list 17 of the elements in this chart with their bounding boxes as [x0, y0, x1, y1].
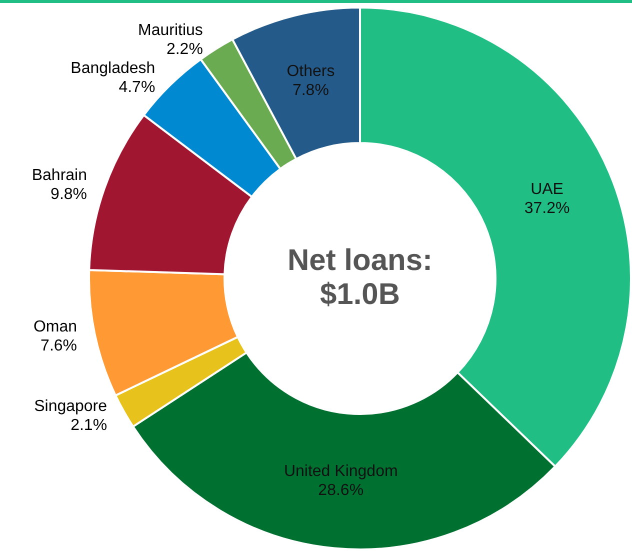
slice-label: Singapore — [34, 398, 108, 416]
data-label: 7.6% — [40, 337, 78, 354]
slice-label: United Kingdom — [284, 462, 398, 480]
slice-label: Bahrain — [32, 166, 88, 184]
data-label: 2.2% — [166, 41, 203, 58]
slice-label: Others — [286, 63, 335, 80]
data-label: 7.8% — [292, 82, 329, 100]
text: Net loans: $1.0B — [287, 244, 433, 311]
data-label: 9.8% — [50, 186, 88, 203]
data-label: 2.1% — [70, 417, 108, 434]
slice-label: Mauritius — [138, 22, 203, 40]
data-label: 4.7% — [118, 78, 156, 96]
data-label: 28.6% — [318, 482, 364, 499]
slice-label: Oman — [33, 318, 78, 336]
data-label: 37.2% — [524, 200, 570, 217]
slice-label: UAE — [530, 180, 564, 198]
slice-label: Bangladesh — [70, 60, 156, 77]
